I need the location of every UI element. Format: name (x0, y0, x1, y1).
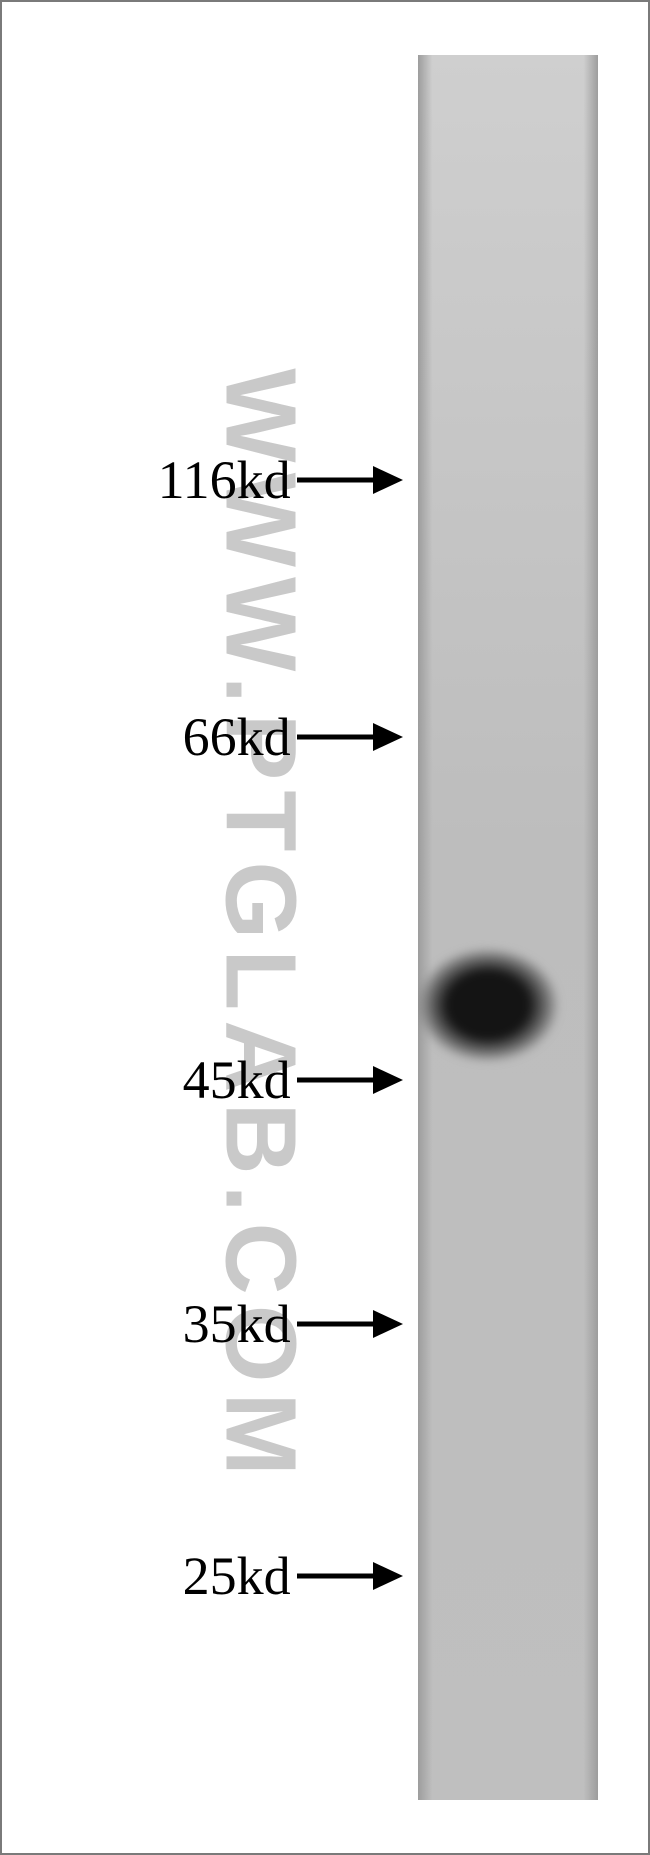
arrow-right-icon (297, 1053, 401, 1107)
marker-row: 116kd (0, 453, 401, 507)
protein-band (418, 947, 560, 1063)
marker-row: 66kd (0, 710, 401, 764)
arrow-right-icon (297, 710, 401, 764)
marker-row: 25kd (0, 1549, 401, 1603)
marker-row: 45kd (0, 1053, 401, 1107)
marker-label: 35kd (0, 1293, 291, 1355)
marker-row: 35kd (0, 1297, 401, 1351)
arrow-right-icon (297, 1297, 401, 1351)
marker-label: 45kd (0, 1049, 291, 1111)
marker-label: 116kd (0, 449, 291, 511)
gel-lane (418, 55, 598, 1800)
arrow-right-icon (297, 453, 401, 507)
marker-label: 66kd (0, 706, 291, 768)
marker-label: 25kd (0, 1545, 291, 1607)
arrow-right-icon (297, 1549, 401, 1603)
gel-background (418, 55, 598, 1800)
